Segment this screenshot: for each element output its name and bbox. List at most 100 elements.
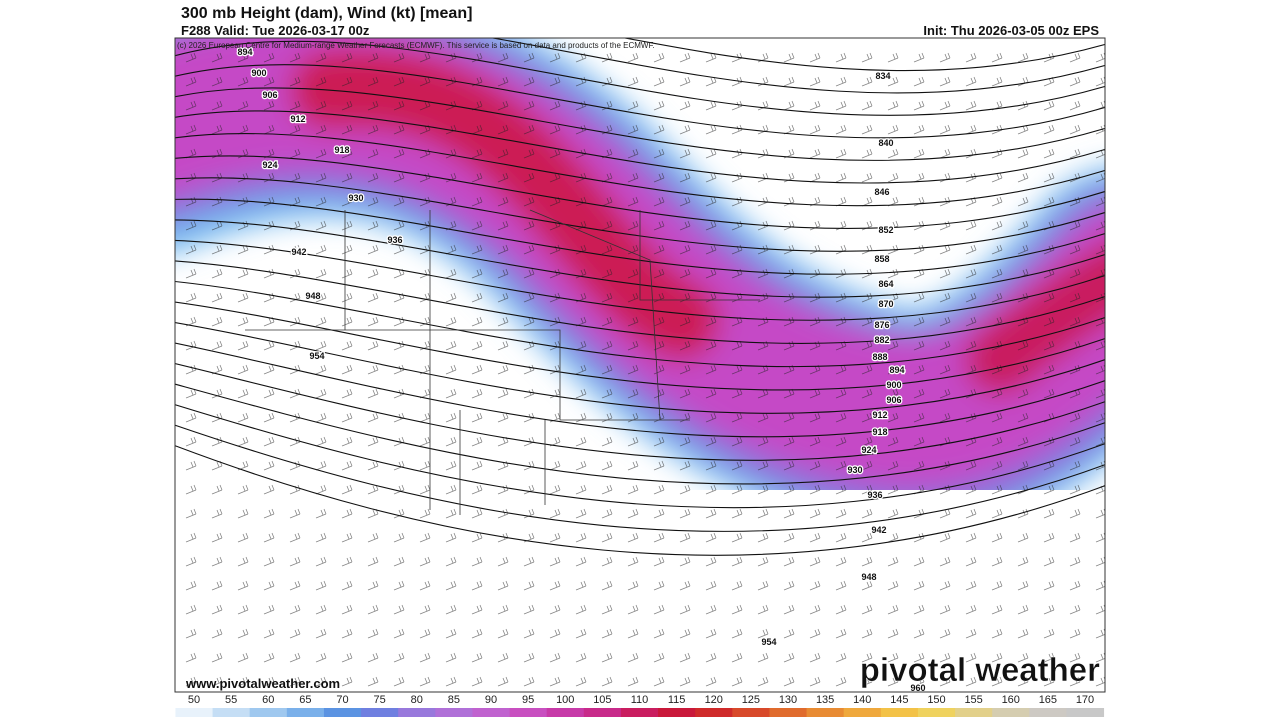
colorbar-swatch [1066, 708, 1105, 717]
colorbar-label: 55 [225, 694, 237, 706]
colorbar-label: 125 [742, 694, 760, 706]
contour-label: 930 [348, 193, 363, 203]
contour-label: 906 [886, 395, 901, 405]
colorbar-label: 85 [448, 694, 460, 706]
colorbar-label: 50 [188, 694, 200, 706]
contour-line [175, 363, 1105, 461]
contour-line [489, 38, 1105, 94]
colorbar-label: 60 [262, 694, 274, 706]
contour-label: 924 [262, 160, 277, 170]
contour-line [175, 260, 1105, 344]
contour-label: 936 [387, 235, 402, 245]
contour-line [175, 155, 1105, 229]
contour-label: 948 [305, 291, 320, 301]
contour-label: 906 [262, 90, 277, 100]
contour-line [175, 110, 1105, 184]
colorbar-swatch [620, 708, 659, 717]
colorbar-swatch [249, 708, 288, 717]
brand: pivotal weather [860, 651, 1100, 688]
contour-line [175, 87, 1105, 161]
valid-time: F288 Valid: Tue 2026-03-17 00z [181, 23, 370, 38]
contour-line [175, 424, 1105, 532]
contour-label: 834 [875, 71, 890, 81]
colorbar-swatch [212, 708, 251, 717]
colorbar-swatch [175, 708, 214, 717]
contour-label: 912 [290, 114, 305, 124]
colorbar-swatch [546, 708, 585, 717]
colorbar-label: 90 [485, 694, 497, 706]
contour-line [175, 133, 1105, 207]
contour-label: 894 [889, 365, 904, 375]
contour-line [175, 219, 1105, 298]
colorbar-label: 135 [816, 694, 834, 706]
contour-line [175, 383, 1105, 485]
colorbar-label: 105 [593, 694, 611, 706]
colorbar-label: 110 [631, 694, 649, 706]
contour-label: 924 [861, 445, 876, 455]
contour-label: 930 [847, 465, 862, 475]
contours [175, 38, 1105, 556]
url: www.pivotalweather.com [185, 676, 340, 691]
colorbar-label: 115 [668, 694, 686, 706]
colorbar-swatch [732, 708, 770, 717]
contour-label: 948 [861, 572, 876, 582]
colorbar-label: 75 [374, 694, 386, 706]
map-frame [174, 37, 1106, 693]
colorbar-swatch [917, 708, 956, 717]
contour-label: 846 [874, 187, 889, 197]
contour-line [175, 177, 1105, 252]
title: 300 mb Height (dam), Wind (kt) [mean] [181, 5, 472, 22]
colorbar-swatch [1029, 708, 1067, 717]
init-time: Init: Thu 2026-03-05 00z EPS [923, 23, 1099, 38]
contour-label: 840 [878, 138, 893, 148]
contour-line [175, 64, 1105, 139]
colorbar-swatch [880, 708, 919, 717]
contour-label: 960 [910, 683, 925, 693]
colorbar-label: 95 [522, 694, 534, 706]
colorbar-swatch [323, 708, 362, 717]
colorbar-label: 160 [1002, 694, 1020, 706]
credit: (c) 2026 European Centre for Medium-rang… [177, 41, 655, 50]
contour-line [175, 404, 1105, 509]
colorbar-swatch [472, 708, 511, 717]
contour-line [175, 239, 1105, 321]
contour-label: 870 [878, 299, 893, 309]
colorbar-swatch [361, 708, 399, 717]
colorbar-swatch [695, 708, 733, 717]
contour-label: 942 [871, 525, 886, 535]
contour-label: 900 [251, 68, 266, 78]
contour-label: 954 [761, 637, 776, 647]
colorbar-swatch [435, 708, 473, 717]
contour-label: 876 [874, 320, 889, 330]
colorbar-label: 140 [853, 694, 871, 706]
colorbar-label: 145 [890, 694, 908, 706]
contour-label: 936 [867, 490, 882, 500]
contour-label: 918 [334, 145, 349, 155]
colorbar-label: 120 [705, 694, 723, 706]
contour-label: 912 [872, 410, 887, 420]
colorbar-label: 70 [336, 694, 348, 706]
colorbar: 50 55 60 65 70 75 80 85 90 95 100 105 110 115 120 125 13… [175, 694, 1105, 717]
map: 894 900 906 912 918 924 930 936 942 948 954 834 840 8… [175, 38, 1105, 693]
colorbar-swatch [992, 708, 1030, 717]
contour-label: 954 [309, 351, 324, 361]
contour-label: 894 [237, 47, 252, 57]
colorbar-label: 100 [556, 694, 574, 706]
contour-line [175, 322, 1105, 414]
contour-line [175, 445, 1105, 556]
colorbar-label: 130 [779, 694, 797, 706]
contour-line [175, 198, 1105, 275]
contour-label: 852 [878, 225, 893, 235]
contour-label: 858 [874, 254, 889, 264]
contour-label: 882 [874, 335, 889, 345]
contour-line [175, 280, 1105, 368]
colorbar-label: 80 [411, 694, 423, 706]
borders [245, 209, 760, 515]
contour-line [175, 301, 1105, 391]
colorbar-swatch [398, 708, 436, 717]
contour-label: 918 [872, 427, 887, 437]
contour-label: 864 [878, 279, 893, 289]
colorbar-swatch [658, 708, 696, 717]
contour-label: 888 [872, 352, 887, 362]
